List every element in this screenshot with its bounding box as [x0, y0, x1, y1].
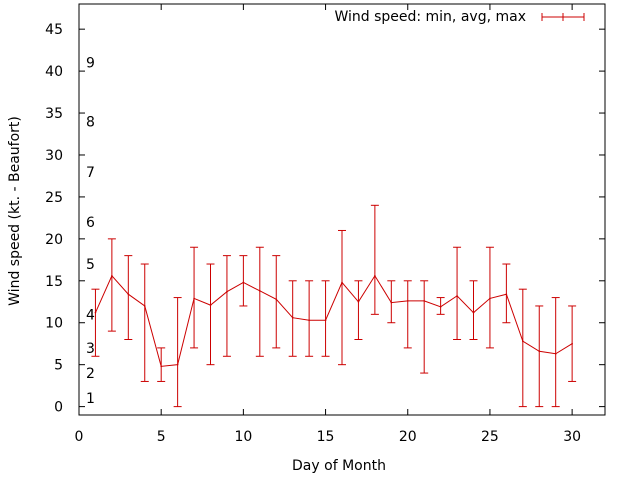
y-tick-label-5: 5 [54, 358, 63, 374]
x-tick-label-15: 15 [317, 429, 335, 445]
avg-point-day-21 [423, 300, 425, 302]
x-tick-label-30: 30 [563, 429, 581, 445]
legend-label: Wind speed: min, avg, max [334, 9, 526, 25]
avg-point-day-18 [374, 274, 376, 277]
x-tick-label-5: 5 [157, 429, 166, 445]
avg-point-day-22 [439, 305, 442, 308]
avg-point-day-28 [538, 350, 541, 353]
avg-point-day-19 [390, 301, 393, 304]
plot-frame [78, 3, 606, 416]
avg-point-day-14 [308, 319, 310, 322]
x-tick-label-10: 10 [234, 429, 252, 445]
legend: Wind speed: min, avg, max [334, 9, 585, 25]
beaufort-level-7: 7 [86, 165, 95, 181]
avg-point-day-9 [226, 290, 228, 293]
x-tick-label-25: 25 [481, 429, 499, 445]
avg-point-day-15 [324, 319, 327, 322]
avg-point-day-1 [94, 311, 97, 314]
y-tick-label-10: 10 [45, 316, 63, 332]
avg-point-day-26 [505, 293, 508, 296]
y-tick-label-40: 40 [45, 64, 63, 80]
avg-point-day-20 [406, 300, 409, 302]
beaufort-level-1: 1 [86, 391, 95, 407]
avg-point-day-16 [341, 281, 343, 284]
avg-point-day-7 [193, 297, 195, 300]
beaufort-scale: 1 2 3 4 5 6 7 8 9 [86, 56, 95, 408]
avg-point-day-30 [571, 342, 573, 345]
avg-point-day-4 [143, 305, 146, 307]
beaufort-level-2: 2 [86, 366, 95, 382]
beaufort-level-5: 5 [86, 257, 95, 273]
avg-point-day-27 [522, 340, 524, 342]
avg-point-day-11 [259, 290, 261, 292]
avg-point-day-23 [456, 295, 458, 297]
avg-line-series-0 [94, 274, 573, 367]
avg-point-day-12 [275, 298, 278, 301]
y-tick-label-20: 20 [45, 232, 63, 248]
data-series [91, 204, 577, 408]
x-axis-label: Day of Month [292, 458, 386, 474]
y-tick-label-0: 0 [54, 400, 63, 416]
y-tick-label-25: 25 [45, 190, 63, 206]
avg-point-day-3 [127, 293, 130, 296]
avg-point-day-2 [111, 274, 113, 277]
beaufort-level-6: 6 [86, 215, 95, 231]
avg-point-day-13 [291, 316, 294, 319]
avg-point-day-17 [357, 300, 360, 303]
y-axis-label: Wind speed (kt. - Beaufort) [7, 116, 23, 306]
y-tick-label-35: 35 [45, 106, 63, 122]
avg-point-day-25 [489, 297, 491, 300]
avg-point-day-8 [209, 304, 212, 306]
beaufort-level-8: 8 [86, 114, 95, 130]
beaufort-level-9: 9 [86, 56, 95, 72]
y-tick-label-30: 30 [45, 148, 63, 164]
beaufort-level-3: 3 [86, 341, 95, 357]
y-tick-label-15: 15 [45, 274, 63, 290]
beaufort-level-4: 4 [86, 307, 95, 323]
x-tick-label-0: 0 [75, 429, 84, 445]
avg-point-day-5 [160, 365, 162, 368]
avg-point-day-6 [176, 363, 179, 366]
avg-point-day-29 [554, 352, 557, 355]
x-tick-label-20: 20 [399, 429, 417, 445]
avg-point-day-10 [242, 281, 245, 284]
avg-point-day-24 [472, 311, 475, 314]
y-tick-label-45: 45 [45, 22, 63, 38]
